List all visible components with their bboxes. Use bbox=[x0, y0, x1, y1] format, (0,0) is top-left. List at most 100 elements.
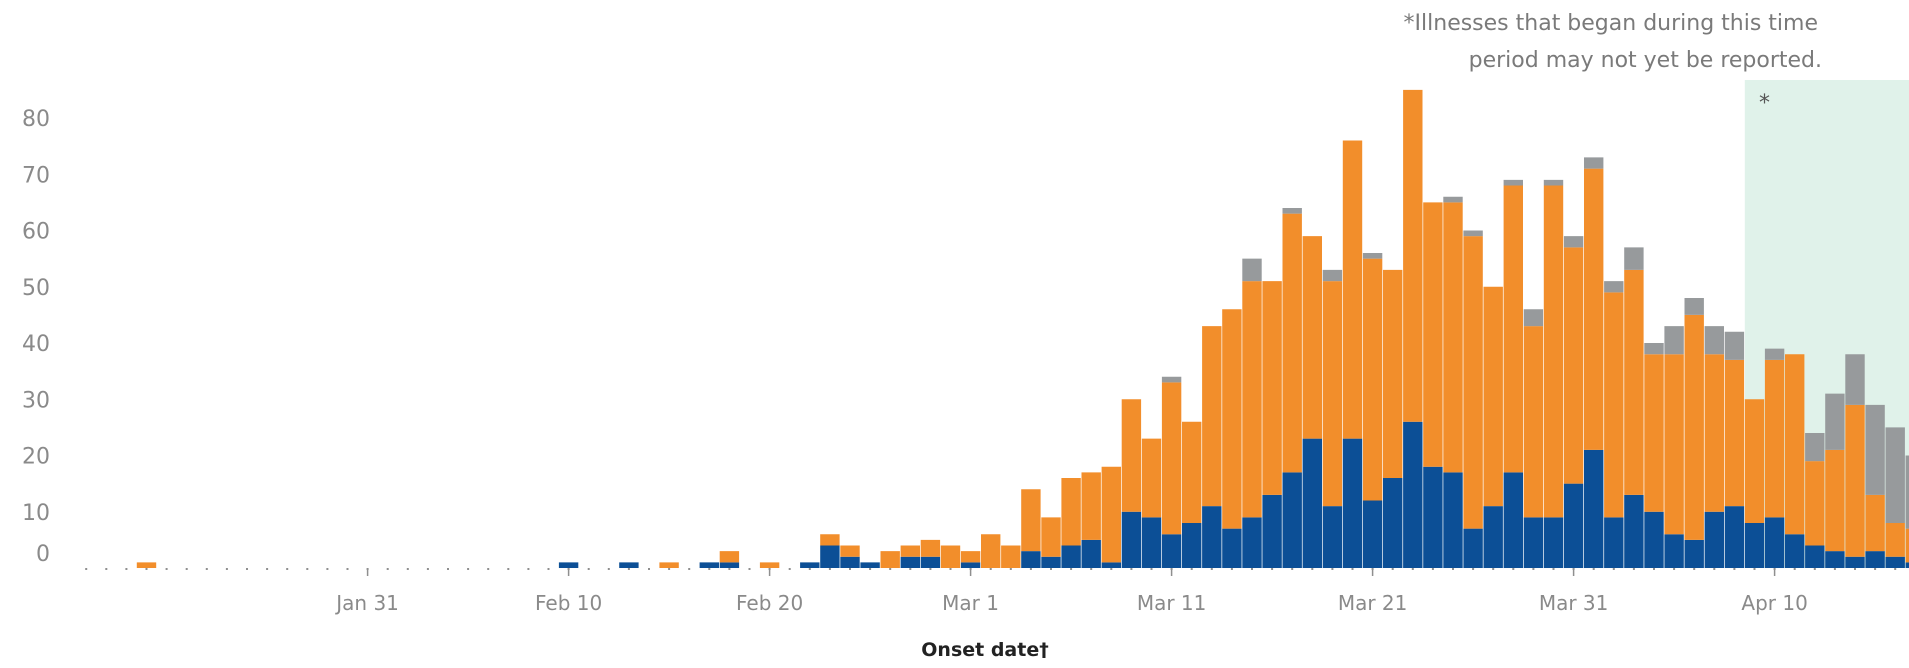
bar-segment-orange bbox=[880, 551, 900, 569]
bar-segment-orange bbox=[1362, 258, 1383, 501]
bar-segment-orange bbox=[1825, 449, 1845, 552]
bar-segment-orange bbox=[1302, 236, 1322, 439]
x-axis-dot bbox=[487, 568, 490, 570]
bar-segment-gray bbox=[1443, 196, 1463, 203]
x-axis-dot bbox=[748, 568, 751, 570]
bar-segment-orange bbox=[1704, 354, 1724, 512]
x-axis-dot bbox=[1713, 568, 1716, 570]
y-tick-label: 60 bbox=[22, 220, 50, 245]
bar-segment-gray bbox=[1885, 427, 1905, 524]
bar-segment-gray bbox=[1644, 343, 1664, 355]
bar-segment-gray bbox=[1724, 331, 1745, 360]
bar-segment-orange bbox=[1161, 382, 1182, 535]
bar-segment-blue bbox=[1061, 545, 1081, 568]
x-axis-dot bbox=[406, 568, 409, 570]
bar-segment-orange bbox=[1503, 185, 1523, 473]
bar-segment-gray bbox=[1684, 298, 1704, 315]
x-tick-label: Feb 20 bbox=[736, 591, 803, 615]
bar-segment-blue bbox=[558, 562, 579, 569]
x-axis-dot bbox=[1291, 568, 1294, 570]
x-axis-dot bbox=[1029, 568, 1032, 570]
bar-segment-orange bbox=[1262, 281, 1282, 495]
bar-segment-gray bbox=[1825, 393, 1845, 450]
bar-segment-orange bbox=[1563, 247, 1584, 484]
bar-segment-blue bbox=[1121, 511, 1142, 568]
bar-segment-orange bbox=[1242, 281, 1262, 518]
x-axis-dot bbox=[949, 568, 952, 570]
bar-segment-gray bbox=[1563, 236, 1584, 248]
x-axis-dot bbox=[1251, 568, 1253, 570]
bar-segment-blue bbox=[1302, 438, 1322, 569]
x-axis-dot bbox=[1411, 568, 1414, 570]
bar-segment-orange bbox=[1724, 359, 1745, 507]
x-axis-dot bbox=[1753, 568, 1756, 570]
x-tick-label: Mar 31 bbox=[1539, 591, 1609, 615]
bar-segment-orange bbox=[940, 545, 961, 568]
bar-segment-orange bbox=[1644, 354, 1664, 512]
bar-segment-gray bbox=[1463, 230, 1483, 237]
x-axis-dot bbox=[1693, 568, 1696, 570]
x-axis-dot bbox=[1874, 568, 1877, 570]
bar-segment-blue bbox=[1222, 528, 1242, 569]
bar-segment-orange bbox=[820, 534, 840, 546]
x-axis-dot bbox=[125, 568, 128, 570]
bar-segment-orange bbox=[1081, 472, 1101, 540]
x-axis-dot bbox=[587, 568, 590, 570]
x-axis-dot bbox=[1230, 568, 1233, 570]
x-axis-dot bbox=[1311, 568, 1314, 570]
x-axis-dot bbox=[1210, 568, 1213, 570]
x-axis-dot bbox=[1552, 568, 1555, 570]
y-tick-label: 50 bbox=[22, 276, 50, 301]
bar-segment-blue bbox=[1764, 517, 1785, 569]
bar-segment-orange bbox=[1383, 269, 1403, 479]
bar-segment-gray bbox=[1161, 376, 1182, 383]
x-axis-dot bbox=[467, 568, 470, 570]
bar-segment-orange bbox=[1905, 528, 1909, 563]
bar-segment-orange bbox=[1664, 354, 1684, 535]
bar-segment-gray bbox=[1805, 433, 1825, 462]
x-axis-dot bbox=[306, 568, 309, 570]
bar-segment-blue bbox=[960, 562, 981, 569]
bar-segment-blue bbox=[619, 562, 639, 569]
x-axis-dot bbox=[1532, 568, 1535, 570]
bar-segment-blue bbox=[860, 562, 880, 569]
y-tick-label: 40 bbox=[22, 332, 50, 357]
x-axis-dot bbox=[346, 568, 349, 570]
x-axis-dot bbox=[648, 568, 650, 570]
bar-segment-gray bbox=[1664, 326, 1684, 355]
bar-segment-blue bbox=[1081, 539, 1101, 569]
bar-segment-orange bbox=[981, 534, 1001, 568]
x-axis-dot bbox=[1271, 568, 1274, 570]
x-axis-dot bbox=[1130, 568, 1133, 570]
bar-segment-orange bbox=[1785, 354, 1805, 535]
x-axis-dot bbox=[266, 568, 269, 570]
x-axis-dot bbox=[1070, 568, 1073, 570]
annotation-line-1: *Illnesses that began during this time bbox=[1404, 11, 1818, 36]
bar-segment-blue bbox=[1644, 511, 1664, 568]
x-axis-dot bbox=[205, 568, 208, 570]
bar-segment-blue bbox=[1262, 494, 1282, 569]
bar-segment-blue bbox=[1825, 551, 1845, 569]
bar-segment-orange bbox=[1463, 236, 1483, 529]
bar-segment-blue bbox=[1242, 517, 1262, 569]
x-axis-dot bbox=[85, 568, 88, 570]
x-axis-dot bbox=[105, 568, 108, 570]
x-axis-title: Onset date† bbox=[921, 639, 1048, 661]
bar-segment-gray bbox=[1282, 208, 1302, 214]
x-axis-dot bbox=[1854, 568, 1856, 570]
x-axis-dot bbox=[1632, 568, 1635, 570]
x-axis-dot bbox=[246, 568, 248, 570]
bar-segment-gray bbox=[1543, 179, 1564, 186]
x-axis-dot bbox=[386, 568, 389, 570]
bar-segment-blue bbox=[1523, 517, 1544, 569]
x-axis-dot bbox=[668, 568, 671, 570]
x-axis-dot bbox=[225, 568, 228, 570]
bar-segment-gray bbox=[1764, 348, 1785, 360]
x-axis-dot bbox=[1472, 568, 1475, 570]
x-axis-dot bbox=[688, 568, 691, 570]
bar-segment-gray bbox=[1584, 157, 1604, 169]
bar-segment-blue bbox=[1664, 534, 1684, 568]
bar-segment-gray bbox=[1704, 326, 1724, 355]
x-axis-dot bbox=[507, 568, 510, 570]
bar-segment-orange bbox=[1322, 281, 1343, 507]
